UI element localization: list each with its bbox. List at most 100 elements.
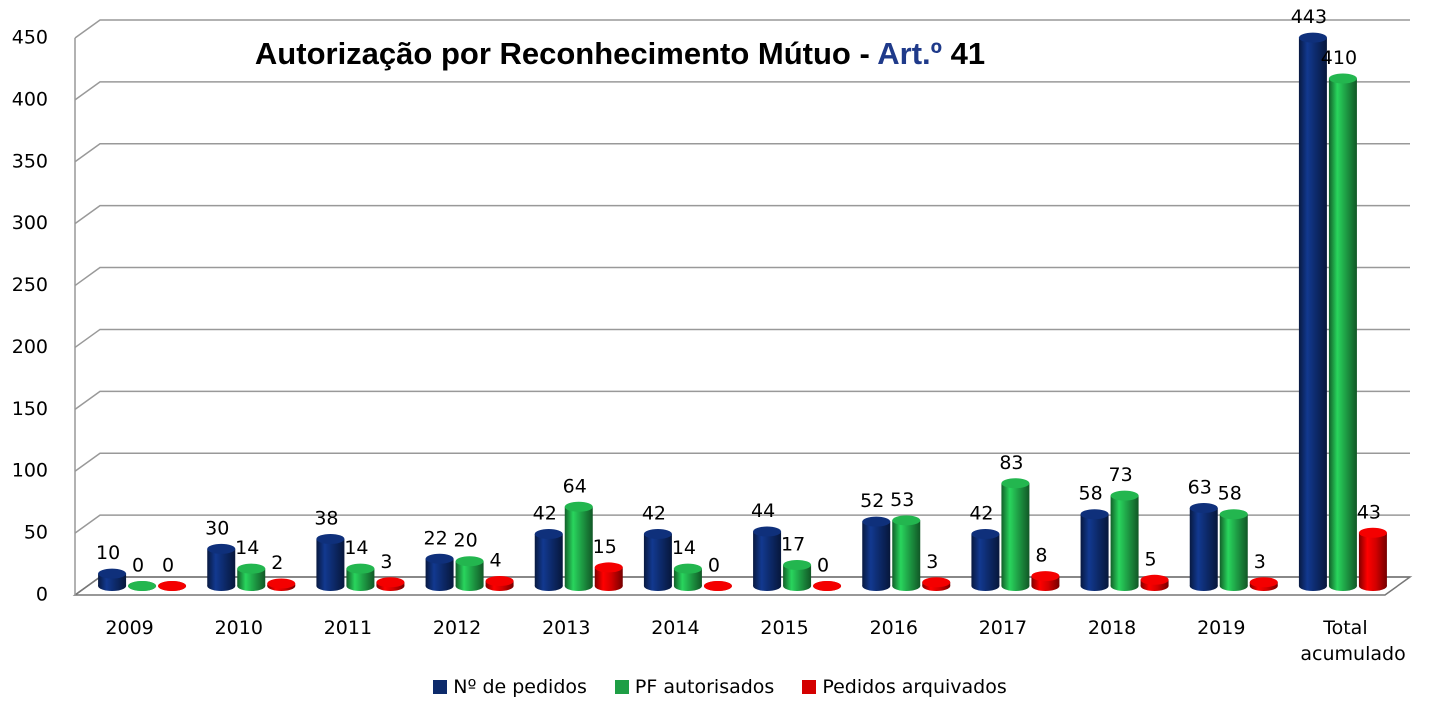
bar-top [673,563,702,574]
value-label: 38 [314,507,338,529]
value-label: 15 [593,536,617,558]
bar-top [376,577,405,588]
bar-top [237,563,266,574]
bar [158,581,187,591]
value-label: 14 [344,537,368,559]
value-label: 43 [1357,501,1381,523]
bar-body [892,520,921,586]
bar [783,559,812,591]
grid-line [74,514,1410,534]
grid-line [74,328,1410,349]
y-tick-label: 0 [36,584,48,606]
bar-body [207,548,236,586]
bar [316,533,345,591]
bar [485,576,514,591]
legend-label: Pedidos arquivados [822,676,1007,698]
value-label: 0 [817,555,829,577]
y-tick-label: 450 [12,27,48,49]
bar [1031,571,1060,591]
y-tick-label: 50 [24,522,48,544]
bar-body [783,564,812,586]
bar-body [1358,532,1387,586]
bar [346,563,375,591]
bar [1189,503,1218,591]
bar [1110,490,1139,591]
value-label: 63 [1188,477,1212,499]
bar-top [425,553,454,564]
value-label: 58 [1218,483,1242,505]
grid-line [74,143,1410,163]
bar-top [1031,571,1060,582]
x-tick-label: 2019 [1197,617,1246,639]
bar-top [922,577,951,588]
x-tick-label: 2018 [1087,617,1137,639]
legend-item: Nº de pedidos [433,676,587,698]
bar-body [1298,37,1327,587]
value-label: 3 [926,551,938,573]
bar-top [971,529,1000,540]
bar-body [534,534,563,586]
bar-body [237,568,266,586]
bar-top [1080,509,1109,520]
legend: Nº de pedidos PF autorisados Pedidos arqui… [0,676,1440,698]
bar [425,553,454,591]
x-tick-label: 2012 [432,617,482,639]
value-label: 22 [423,527,447,549]
grid-line [74,204,1410,225]
y-tick-label: 400 [12,88,48,110]
legend-item: Pedidos arquivados [802,676,1007,698]
bar-body [346,568,375,586]
legend-swatch [433,680,448,694]
bar [922,577,951,591]
grid-line [74,452,1410,472]
bar [534,529,563,591]
bar [753,526,782,591]
bar-top [1249,577,1278,588]
title-part: 41 [942,36,985,71]
x-tick-label: Total acumulado [1300,617,1406,665]
grid-line [74,19,1410,39]
bar [128,581,157,591]
y-tick-label: 200 [12,336,48,358]
value-label: 2 [271,552,283,574]
bar-body [564,506,593,586]
bar [643,529,672,591]
bar [207,543,236,591]
bar [455,556,484,591]
value-label: 83 [999,452,1023,474]
bar-body [1219,514,1248,586]
bar [376,577,405,591]
bar-top [1001,478,1030,489]
bar-body [862,521,891,586]
bar-body [1001,483,1030,586]
value-label: 30 [205,517,229,539]
y-tick-label: 250 [12,274,48,296]
bar [1358,527,1387,591]
value-label: 42 [642,503,666,525]
bar-body [753,531,782,586]
value-label: 73 [1108,464,1132,486]
bar-top [862,516,891,527]
legend-item: PF autorisados [614,676,774,698]
x-tick-label: 2015 [760,617,809,639]
bar-top [643,529,672,540]
bar [1298,32,1327,591]
bar-top [1298,32,1327,43]
bar-top [534,529,563,540]
bar-top [753,526,782,537]
y-tick-label: 350 [12,150,48,172]
bar-top [346,563,375,574]
bar-top [1358,527,1387,538]
x-tick-label: 2016 [869,617,918,639]
bar-top [455,556,484,567]
bar-top [316,533,345,544]
value-label: 52 [860,490,884,512]
x-tick-label: 2013 [542,617,591,639]
x-tick-label: 2017 [978,617,1028,639]
value-label: 10 [96,542,120,564]
bar-top [207,543,236,554]
bar-body [1328,78,1357,586]
bar-top [158,581,187,591]
value-label: 0 [132,555,144,577]
